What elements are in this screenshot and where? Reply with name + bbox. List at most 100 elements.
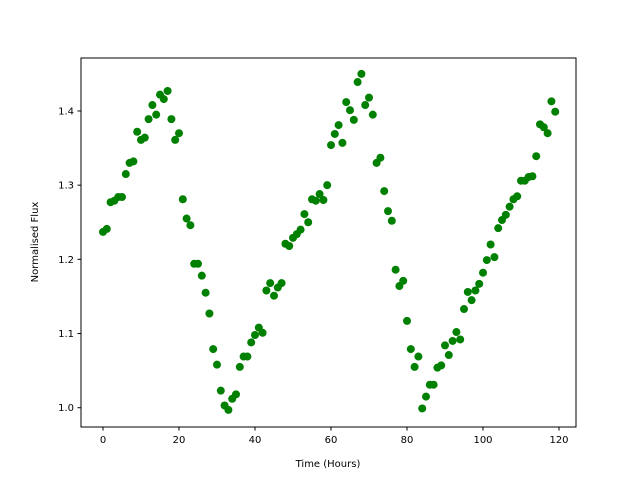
data-point [547, 97, 556, 106]
data-point [528, 172, 537, 181]
data-point [140, 133, 149, 142]
x-tick-label: 20 [173, 435, 186, 446]
data-point [479, 268, 488, 277]
data-point [197, 271, 206, 280]
data-point [102, 224, 111, 233]
data-point [365, 93, 374, 102]
data-point [471, 286, 480, 295]
data-point [463, 287, 472, 296]
data-point [501, 210, 510, 219]
data-point [118, 193, 127, 202]
data-point [277, 279, 286, 288]
data-point [532, 152, 541, 161]
data-point [349, 115, 358, 124]
data-point [182, 214, 191, 223]
data-point [490, 253, 499, 262]
x-tick-label: 60 [325, 435, 338, 446]
data-point [346, 106, 355, 115]
data-point [251, 331, 260, 340]
data-point [551, 107, 560, 116]
data-point [399, 276, 408, 285]
data-point [258, 328, 267, 337]
x-tick-label: 40 [249, 435, 262, 446]
data-point [353, 78, 362, 87]
data-point [429, 380, 438, 389]
data-point [456, 335, 465, 344]
data-point [539, 123, 548, 132]
data-point [266, 279, 275, 288]
data-point [163, 86, 172, 95]
data-point [311, 196, 320, 205]
data-point [243, 352, 252, 361]
data-point [224, 405, 233, 414]
data-point [357, 69, 366, 78]
data-point [304, 218, 313, 227]
data-point [361, 101, 370, 110]
data-point [129, 157, 138, 166]
data-point [285, 241, 294, 250]
data-point [486, 240, 495, 249]
data-point [323, 181, 332, 190]
data-point [414, 352, 423, 361]
data-point [376, 153, 385, 162]
data-point [209, 345, 218, 354]
x-axis-label: Time (Hours) [295, 459, 361, 470]
data-point [175, 129, 184, 138]
data-point [422, 392, 431, 401]
y-tick-label: 1.0 [58, 403, 74, 414]
data-point [247, 338, 256, 347]
y-tick-label: 1.2 [58, 255, 74, 266]
data-point [494, 224, 503, 233]
data-point [178, 195, 187, 204]
data-point [338, 138, 347, 147]
data-point [437, 361, 446, 370]
data-point [384, 207, 393, 216]
data-point [213, 360, 222, 369]
y-tick-label: 1.1 [58, 329, 74, 340]
data-point [406, 345, 415, 354]
data-point [327, 141, 336, 150]
data-point [296, 225, 305, 234]
data-point [403, 316, 412, 325]
data-point [460, 305, 469, 314]
data-point [452, 328, 461, 337]
data-point [418, 404, 427, 413]
y-tick-label: 1.3 [58, 181, 74, 192]
data-point [201, 288, 210, 297]
x-tick-label: 120 [549, 435, 568, 446]
data-point [330, 129, 339, 138]
data-point [144, 115, 153, 124]
data-point [159, 95, 168, 104]
data-point [216, 386, 225, 395]
data-point [543, 129, 552, 138]
data-point [300, 210, 309, 219]
data-point [505, 202, 514, 211]
data-point [482, 256, 491, 265]
data-point [391, 265, 400, 274]
data-point [380, 187, 389, 196]
x-tick-label: 100 [473, 435, 492, 446]
x-tick-label: 80 [401, 435, 414, 446]
data-point [513, 192, 522, 201]
data-point [342, 98, 351, 107]
y-tick-label: 1.4 [58, 106, 74, 117]
data-point [121, 170, 130, 179]
data-point [133, 127, 142, 136]
data-point [467, 296, 476, 305]
data-point [444, 351, 453, 360]
data-point [410, 362, 419, 371]
data-point [387, 216, 396, 225]
data-point [270, 291, 279, 300]
data-point [448, 336, 457, 345]
x-tick-label: 0 [100, 435, 106, 446]
data-point [475, 279, 484, 288]
data-point [441, 341, 450, 350]
data-point [368, 110, 377, 119]
data-point [235, 362, 244, 371]
data-point [186, 221, 195, 230]
data-point [319, 195, 328, 204]
data-point [205, 309, 214, 318]
data-point [167, 115, 176, 124]
data-point [315, 190, 324, 199]
